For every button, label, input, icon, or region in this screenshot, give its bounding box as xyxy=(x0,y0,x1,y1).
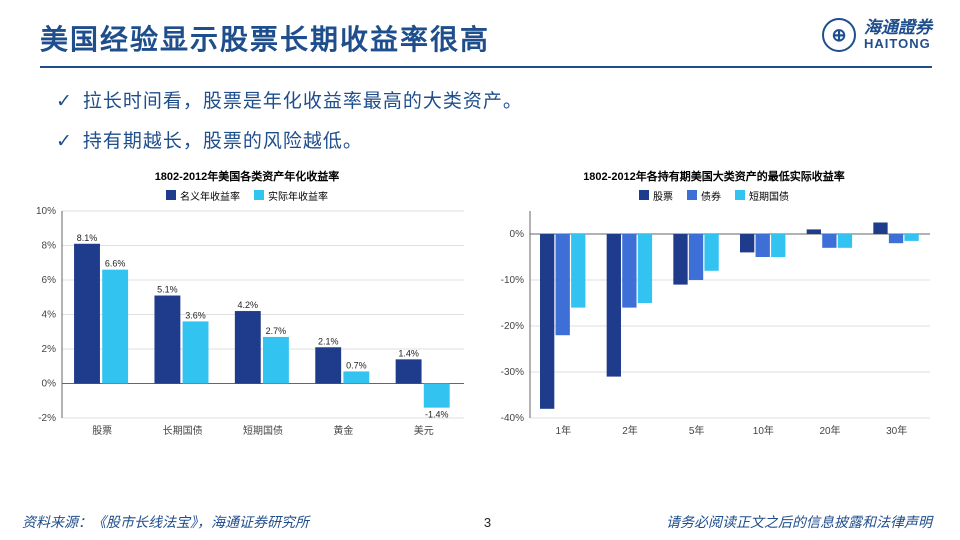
svg-text:-10%: -10% xyxy=(501,275,524,286)
svg-text:-2%: -2% xyxy=(38,413,56,424)
legend-label: 名义年收益率 xyxy=(180,188,240,203)
svg-text:0.7%: 0.7% xyxy=(346,360,367,370)
legend-label: 债券 xyxy=(701,188,721,203)
legend-swatch xyxy=(687,190,697,200)
svg-text:-20%: -20% xyxy=(501,321,524,332)
page-number: 3 xyxy=(484,515,491,530)
legend-item: 名义年收益率 xyxy=(166,188,240,203)
legend-swatch xyxy=(254,190,264,200)
svg-text:美元: 美元 xyxy=(414,424,434,437)
svg-text:5年: 5年 xyxy=(689,424,705,437)
chart-left: 1802-2012年美国各类资产年化收益率 名义年收益率 实际年收益率 -2% 0%… xyxy=(22,168,472,440)
svg-text:0%: 0% xyxy=(42,378,57,389)
svg-text:短期国债: 短期国债 xyxy=(243,424,283,437)
legend-item: 短期国债 xyxy=(735,188,789,203)
svg-text:3.6%: 3.6% xyxy=(185,310,206,320)
svg-text:2.1%: 2.1% xyxy=(318,336,339,346)
bullet-item: ✓ 持有期越长，股票的风险越低。 xyxy=(56,122,920,162)
check-icon: ✓ xyxy=(56,122,73,162)
legend-swatch xyxy=(639,190,649,200)
legend-swatch xyxy=(166,190,176,200)
svg-text:1年: 1年 xyxy=(556,424,572,437)
chart2-legend: 股票 债券 短期国债 xyxy=(490,188,938,203)
legend-label: 实际年收益率 xyxy=(268,188,328,203)
chart1-svg: -2% 0% 2% 4% 6% 8% 10% 8.1% 6.6% 股票 5.1% 3.6% 长期国债 4.… xyxy=(22,205,472,440)
svg-text:10%: 10% xyxy=(36,206,56,217)
header: 美国经验显示股票长期收益率很高 ⊕ 海通證券 HAITONG xyxy=(0,0,960,58)
svg-text:-1.4%: -1.4% xyxy=(425,409,449,419)
svg-text:6%: 6% xyxy=(42,275,57,286)
svg-text:4%: 4% xyxy=(42,309,57,320)
brand-logo: ⊕ 海通證券 HAITONG xyxy=(822,18,932,52)
chart1-legend: 名义年收益率 实际年收益率 xyxy=(22,188,472,203)
page-title: 美国经验显示股票长期收益率很高 xyxy=(40,18,490,58)
svg-text:20年: 20年 xyxy=(819,424,840,437)
svg-text:4.2%: 4.2% xyxy=(238,300,259,310)
svg-text:2%: 2% xyxy=(42,344,57,355)
svg-text:2年: 2年 xyxy=(622,424,638,437)
bullet-list: ✓ 拉长时间看，股票是年化收益率最高的大类资产。 ✓ 持有期越长，股票的风险越低… xyxy=(0,68,960,162)
footer-disclaimer: 请务必阅读正文之后的信息披露和法律声明 xyxy=(666,512,932,532)
logo-en: HAITONG xyxy=(864,37,932,51)
svg-text:-40%: -40% xyxy=(501,413,524,424)
check-icon: ✓ xyxy=(56,82,73,122)
svg-text:10年: 10年 xyxy=(753,424,774,437)
bullet-text: 持有期越长，股票的风险越低。 xyxy=(83,122,363,162)
svg-text:黄金: 黄金 xyxy=(333,424,353,437)
footer-source: 资料来源：《股市长线法宝》，海通证券研究所 xyxy=(22,512,309,532)
legend-item: 实际年收益率 xyxy=(254,188,328,203)
legend-item: 股票 xyxy=(639,188,673,203)
svg-text:0%: 0% xyxy=(510,229,525,240)
chart2-title: 1802-2012年各持有期美国大类资产的最低实际收益率 xyxy=(490,168,938,184)
legend-label: 短期国债 xyxy=(749,188,789,203)
svg-text:8.1%: 8.1% xyxy=(77,233,98,243)
bullet-item: ✓ 拉长时间看，股票是年化收益率最高的大类资产。 xyxy=(56,82,920,122)
chart1-title: 1802-2012年美国各类资产年化收益率 xyxy=(22,168,472,184)
svg-text:2.7%: 2.7% xyxy=(266,326,287,336)
logo-mark-icon: ⊕ xyxy=(822,18,856,52)
svg-text:1.4%: 1.4% xyxy=(398,348,419,358)
svg-text:6.6%: 6.6% xyxy=(105,258,126,268)
footer: 资料来源：《股市长线法宝》，海通证券研究所 3 请务必阅读正文之后的信息披露和法… xyxy=(0,512,960,532)
chart-right: 1802-2012年各持有期美国大类资产的最低实际收益率 股票 债券 短期国债 -4… xyxy=(490,168,938,440)
svg-text:股票: 股票 xyxy=(92,425,112,437)
svg-text:8%: 8% xyxy=(42,240,57,251)
chart2-svg: -40% -30% -20% -10% 0% 1年 2年 5年 10年 20年 30年 xyxy=(490,205,938,440)
svg-text:30年: 30年 xyxy=(886,424,907,437)
svg-text:5.1%: 5.1% xyxy=(157,284,178,294)
charts-row: 1802-2012年美国各类资产年化收益率 名义年收益率 实际年收益率 -2% 0%… xyxy=(0,162,960,440)
svg-text:长期国债: 长期国债 xyxy=(163,424,203,437)
legend-item: 债券 xyxy=(687,188,721,203)
logo-cn: 海通證券 xyxy=(864,19,932,38)
legend-label: 股票 xyxy=(653,188,673,203)
svg-text:-30%: -30% xyxy=(501,367,524,378)
legend-swatch xyxy=(735,190,745,200)
bullet-text: 拉长时间看，股票是年化收益率最高的大类资产。 xyxy=(83,82,523,122)
